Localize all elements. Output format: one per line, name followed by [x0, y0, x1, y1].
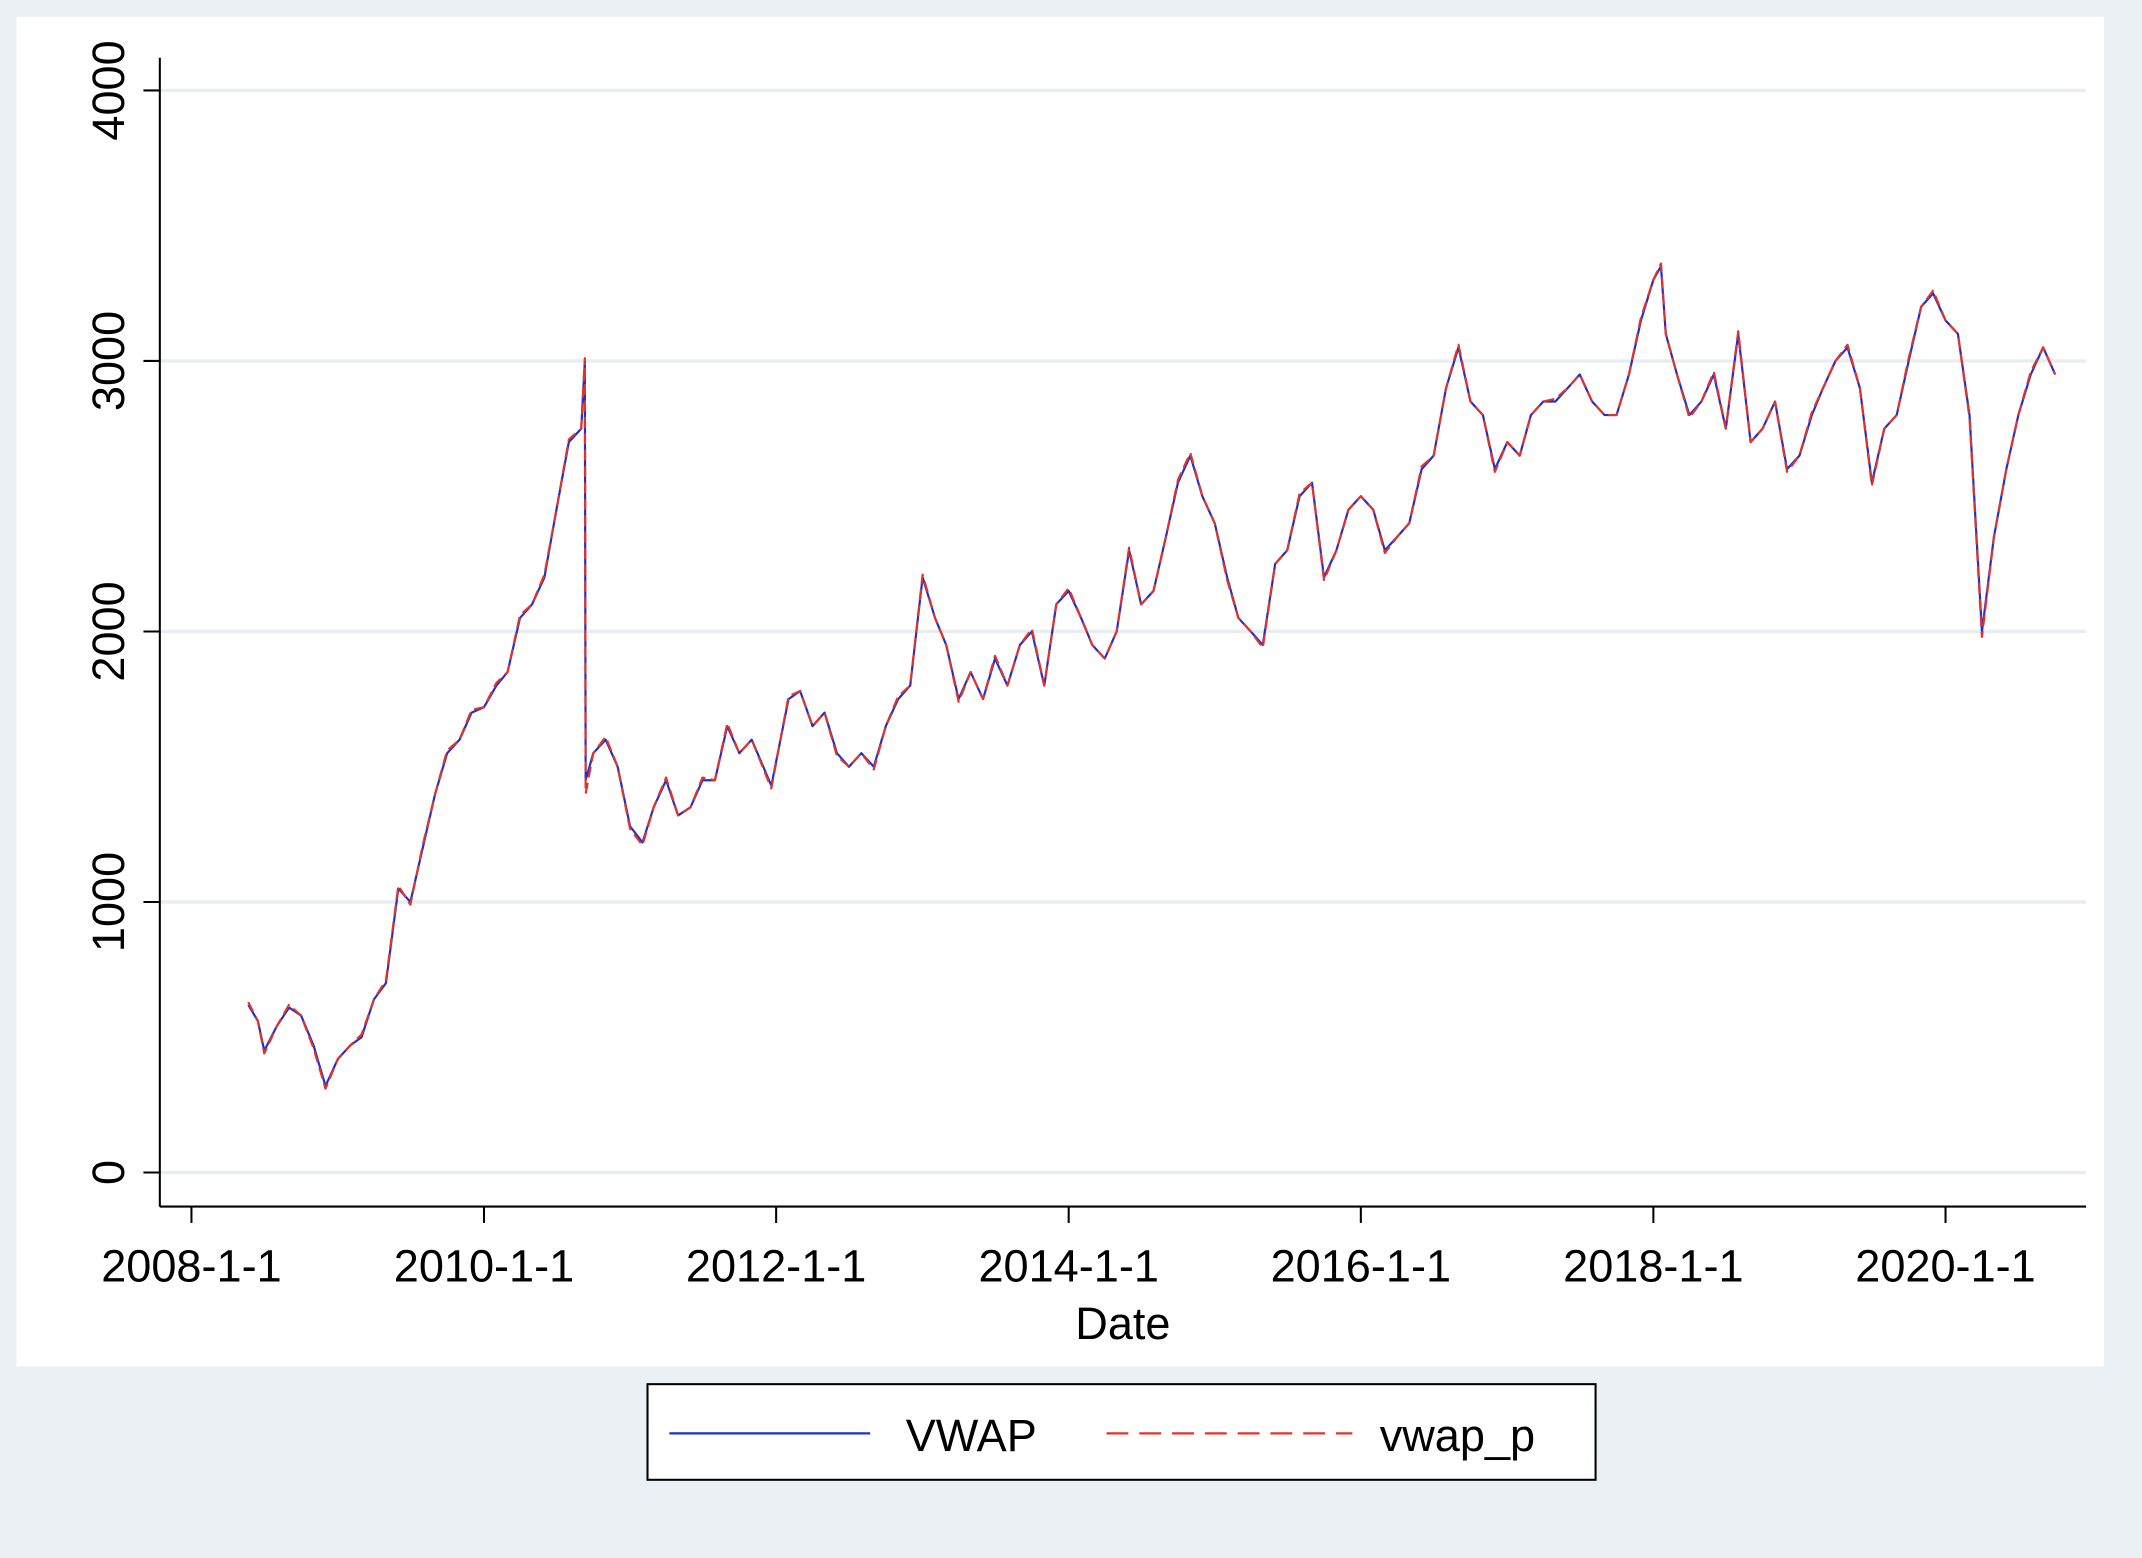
x-tick-label: 2014-1-1: [978, 1241, 1158, 1292]
y-tick-label: 4000: [83, 40, 134, 140]
legend-label: vwap_p: [1380, 1410, 1535, 1461]
x-tick-label: 2010-1-1: [394, 1241, 574, 1292]
y-tick-label: 1000: [83, 852, 134, 952]
y-tick-label: 0: [83, 1160, 134, 1185]
x-tick-label: 2018-1-1: [1563, 1241, 1743, 1292]
plot-region: [16, 16, 2104, 1367]
y-tick-label: 3000: [83, 311, 134, 411]
legend-label: VWAP: [906, 1410, 1037, 1461]
x-axis-label: Date: [1075, 1298, 1170, 1349]
legend-box: [646, 1383, 1597, 1481]
series-line: [247, 262, 2057, 1090]
x-tick-label: 2016-1-1: [1271, 1241, 1451, 1292]
x-tick-label: 2008-1-1: [101, 1241, 281, 1292]
x-tick-label: 2012-1-1: [686, 1241, 866, 1292]
x-tick-label: 2020-1-1: [1855, 1241, 2035, 1292]
y-tick-label: 2000: [83, 581, 134, 681]
